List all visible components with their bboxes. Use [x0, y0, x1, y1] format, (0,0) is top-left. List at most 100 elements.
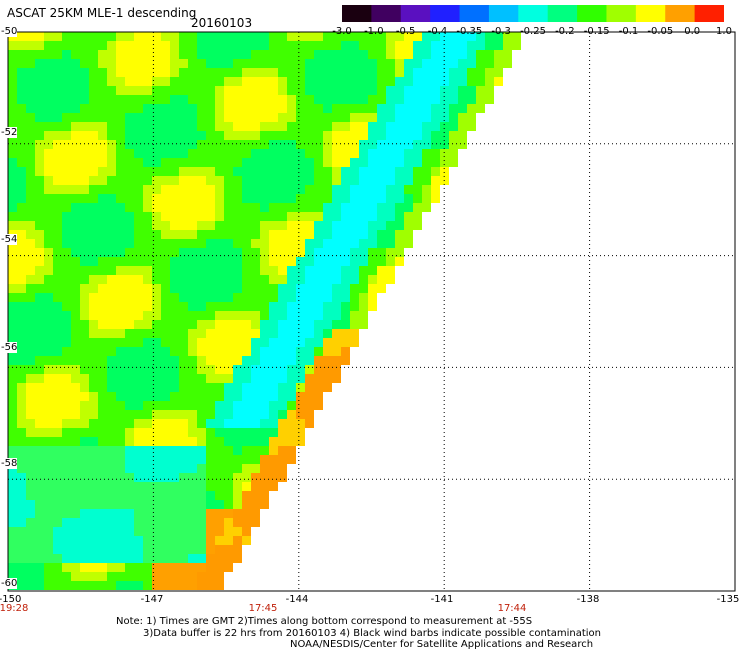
- swath-cell: [179, 176, 188, 185]
- swath-cell: [341, 329, 350, 338]
- swath-cell: [332, 32, 341, 41]
- swath-cell: [170, 329, 179, 338]
- swath-cell: [359, 32, 368, 41]
- swath-cell: [386, 212, 395, 221]
- swath-cell: [44, 77, 53, 86]
- swath-cell: [179, 419, 188, 428]
- swath-cell: [179, 77, 188, 86]
- swath-cell: [350, 176, 359, 185]
- swath-cell: [332, 41, 341, 50]
- swath-cell: [26, 230, 35, 239]
- swath-cell: [296, 293, 305, 302]
- swath-cell: [71, 176, 80, 185]
- swath-cell: [26, 383, 35, 392]
- swath-cell: [107, 311, 116, 320]
- swath-cell: [413, 185, 422, 194]
- swath-cell: [53, 401, 62, 410]
- swath-cell: [197, 302, 206, 311]
- swath-cell: [197, 536, 206, 545]
- swath-cell: [116, 446, 125, 455]
- swath-cell: [296, 68, 305, 77]
- swath-cell: [35, 221, 44, 230]
- swath-cell: [152, 167, 161, 176]
- swath-cell: [224, 41, 233, 50]
- swath-cell: [305, 221, 314, 230]
- swath-cell: [53, 491, 62, 500]
- swath-cell: [215, 356, 224, 365]
- swath-cell: [287, 140, 296, 149]
- swath-cell: [152, 140, 161, 149]
- swath-cell: [404, 32, 413, 41]
- y-tick-label: -58: [1, 458, 18, 469]
- swath-cell: [17, 482, 26, 491]
- swath-cell: [269, 410, 278, 419]
- swath-cell: [179, 149, 188, 158]
- swath-cell: [395, 68, 404, 77]
- swath-cell: [242, 275, 251, 284]
- swath-cell: [8, 563, 17, 572]
- swath-cell: [458, 122, 467, 131]
- swath-cell: [251, 311, 260, 320]
- swath-cell: [332, 185, 341, 194]
- swath-cell: [467, 50, 476, 59]
- swath-cell: [224, 437, 233, 446]
- swath-cell: [116, 356, 125, 365]
- swath-cell: [179, 374, 188, 383]
- swath-cell: [152, 428, 161, 437]
- swath-cell: [341, 86, 350, 95]
- swath-cell: [386, 104, 395, 113]
- swath-cell: [179, 302, 188, 311]
- swath-cell: [89, 545, 98, 554]
- swath-cell: [233, 347, 242, 356]
- swath-cell: [404, 149, 413, 158]
- swath-cell: [305, 176, 314, 185]
- swath-cell: [53, 446, 62, 455]
- swath-cell: [278, 338, 287, 347]
- swath-cell: [395, 149, 404, 158]
- swath-cell: [224, 176, 233, 185]
- swath-cell: [179, 509, 188, 518]
- swath-cell: [107, 149, 116, 158]
- swath-cell: [242, 131, 251, 140]
- swath-cell: [89, 464, 98, 473]
- swath-cell: [296, 419, 305, 428]
- swath-cell: [62, 32, 71, 41]
- swath-cell: [215, 482, 224, 491]
- swath-cell: [368, 203, 377, 212]
- swath-cell: [53, 50, 62, 59]
- swath-cell: [476, 32, 485, 41]
- swath-cell: [314, 131, 323, 140]
- swath-cell: [260, 185, 269, 194]
- swath-cell: [35, 500, 44, 509]
- colorbar-swatch: [400, 5, 431, 22]
- swath-cell: [323, 302, 332, 311]
- swath-cell: [35, 212, 44, 221]
- swath-cell: [449, 149, 458, 158]
- swath-cell: [98, 545, 107, 554]
- swath-cell: [440, 77, 449, 86]
- swath-cell: [251, 230, 260, 239]
- swath-cell: [458, 140, 467, 149]
- swath-cell: [224, 68, 233, 77]
- swath-cell: [62, 131, 71, 140]
- swath-cell: [17, 293, 26, 302]
- swath-cell: [269, 212, 278, 221]
- swath-cell: [278, 446, 287, 455]
- swath-cell: [98, 32, 107, 41]
- swath-cell: [332, 86, 341, 95]
- swath-cell: [8, 104, 17, 113]
- swath-cell: [170, 77, 179, 86]
- swath-cell: [53, 527, 62, 536]
- swath-cell: [161, 338, 170, 347]
- swath-cell: [26, 572, 35, 581]
- swath-cell: [260, 275, 269, 284]
- swath-cell: [350, 122, 359, 131]
- swath-cell: [188, 167, 197, 176]
- swath-cell: [269, 320, 278, 329]
- swath-cell: [35, 329, 44, 338]
- swath-cell: [350, 140, 359, 149]
- swath-cell: [206, 302, 215, 311]
- swath-cell: [35, 266, 44, 275]
- swath-cell: [188, 86, 197, 95]
- swath-cell: [71, 545, 80, 554]
